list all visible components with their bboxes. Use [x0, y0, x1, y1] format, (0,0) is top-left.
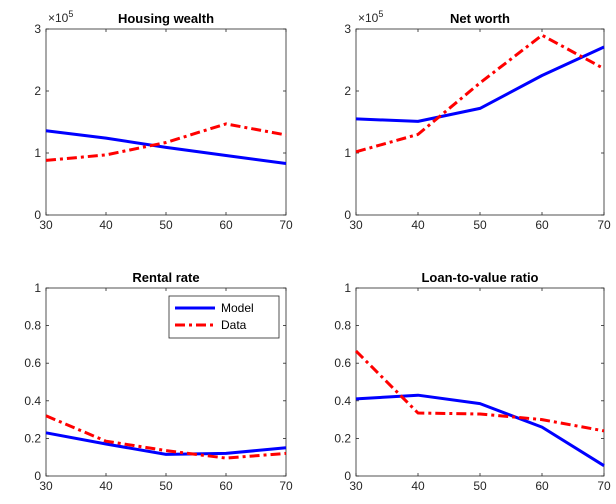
y-exponent-base: ×10 — [358, 11, 379, 25]
y-tick-label: 0.6 — [24, 356, 41, 370]
y-tick-label: 0 — [344, 208, 351, 222]
chart-panel-1: 30 40 50 60 70 0 1 2 3 ×105 Housing wealth — [34, 9, 293, 232]
y-tick-label: 1 — [344, 146, 351, 160]
series-line-data — [354, 349, 605, 433]
chart-panel-2: 30 40 50 60 70 0 1 2 3 ×105 Net worth — [344, 9, 611, 232]
x-tick-label: 30 — [349, 479, 363, 493]
y-tick-label: 0.2 — [24, 431, 41, 445]
x-tick-label: 70 — [279, 218, 293, 232]
x-tick-label: 60 — [535, 479, 549, 493]
series-line-data — [45, 122, 287, 162]
y-tick-label: 0 — [34, 469, 41, 483]
y-tick-label: 2 — [34, 84, 41, 98]
axes-box — [45, 28, 287, 216]
y-tick-label: 0.6 — [334, 356, 351, 370]
y-tick-label: 1 — [34, 281, 41, 295]
x-tick-label: 40 — [99, 479, 113, 493]
x-tick-label: 60 — [219, 479, 233, 493]
chart-title: Loan-to-value ratio — [421, 270, 538, 285]
x-tick-label: 70 — [597, 479, 611, 493]
x-tick-label: 40 — [99, 218, 113, 232]
y-exponent-label: ×105 — [48, 9, 73, 25]
chart-panel-4: 30 40 50 60 70 0 0.2 0.4 0.6 0.8 1 Loan-to-value ra… — [334, 270, 611, 493]
x-tick-label: 40 — [411, 218, 425, 232]
y-exponent-power: 5 — [378, 9, 383, 19]
chart-title: Net worth — [450, 11, 510, 26]
y-tick-label: 0.4 — [24, 394, 41, 408]
x-tick-label: 60 — [535, 218, 549, 232]
series-line-data — [355, 33, 605, 154]
legend-label-model: Model — [221, 301, 254, 315]
y-tick-label: 3 — [344, 22, 351, 36]
x-tick-label: 70 — [279, 479, 293, 493]
x-tick-label: 50 — [473, 218, 487, 232]
chart-title: Housing wealth — [118, 11, 214, 26]
y-tick-label: 0 — [344, 469, 351, 483]
y-tick-label: 3 — [34, 22, 41, 36]
series-line-model — [45, 431, 287, 456]
y-tick-label: 1 — [344, 281, 351, 295]
y-tick-label: 2 — [344, 84, 351, 98]
series-line-model — [355, 393, 605, 467]
x-tick-label: 50 — [473, 479, 487, 493]
x-tick-label: 50 — [159, 479, 173, 493]
legend: Model Data — [168, 295, 280, 339]
x-tick-label: 70 — [597, 218, 611, 232]
chart-title: Rental rate — [132, 270, 199, 285]
y-tick-label: 1 — [34, 146, 41, 160]
series-line-data — [45, 414, 287, 460]
x-tick-label: 50 — [159, 218, 173, 232]
x-tick-label: 30 — [39, 479, 53, 493]
axes-box — [355, 28, 605, 216]
x-tick-label: 60 — [219, 218, 233, 232]
y-tick-label: 0.4 — [334, 394, 351, 408]
series-line-model — [45, 129, 287, 165]
y-exponent-base: ×10 — [48, 11, 69, 25]
y-tick-label: 0.2 — [334, 431, 351, 445]
series-line-model — [355, 45, 605, 123]
chart-panel-3: 30 40 50 60 70 0 0.2 0.4 0.6 0.8 1 Rental rate Model… — [24, 270, 293, 493]
y-tick-label: 0.8 — [24, 319, 41, 333]
x-tick-label: 40 — [411, 479, 425, 493]
legend-box — [168, 295, 280, 339]
legend-label-data: Data — [221, 318, 247, 332]
x-tick-label: 30 — [349, 218, 363, 232]
y-tick-label: 0 — [34, 208, 41, 222]
y-tick-label: 0.8 — [334, 319, 351, 333]
x-tick-label: 30 — [39, 218, 53, 232]
y-exponent-power: 5 — [68, 9, 73, 19]
axes-box — [355, 287, 605, 477]
y-exponent-label: ×105 — [358, 9, 383, 25]
